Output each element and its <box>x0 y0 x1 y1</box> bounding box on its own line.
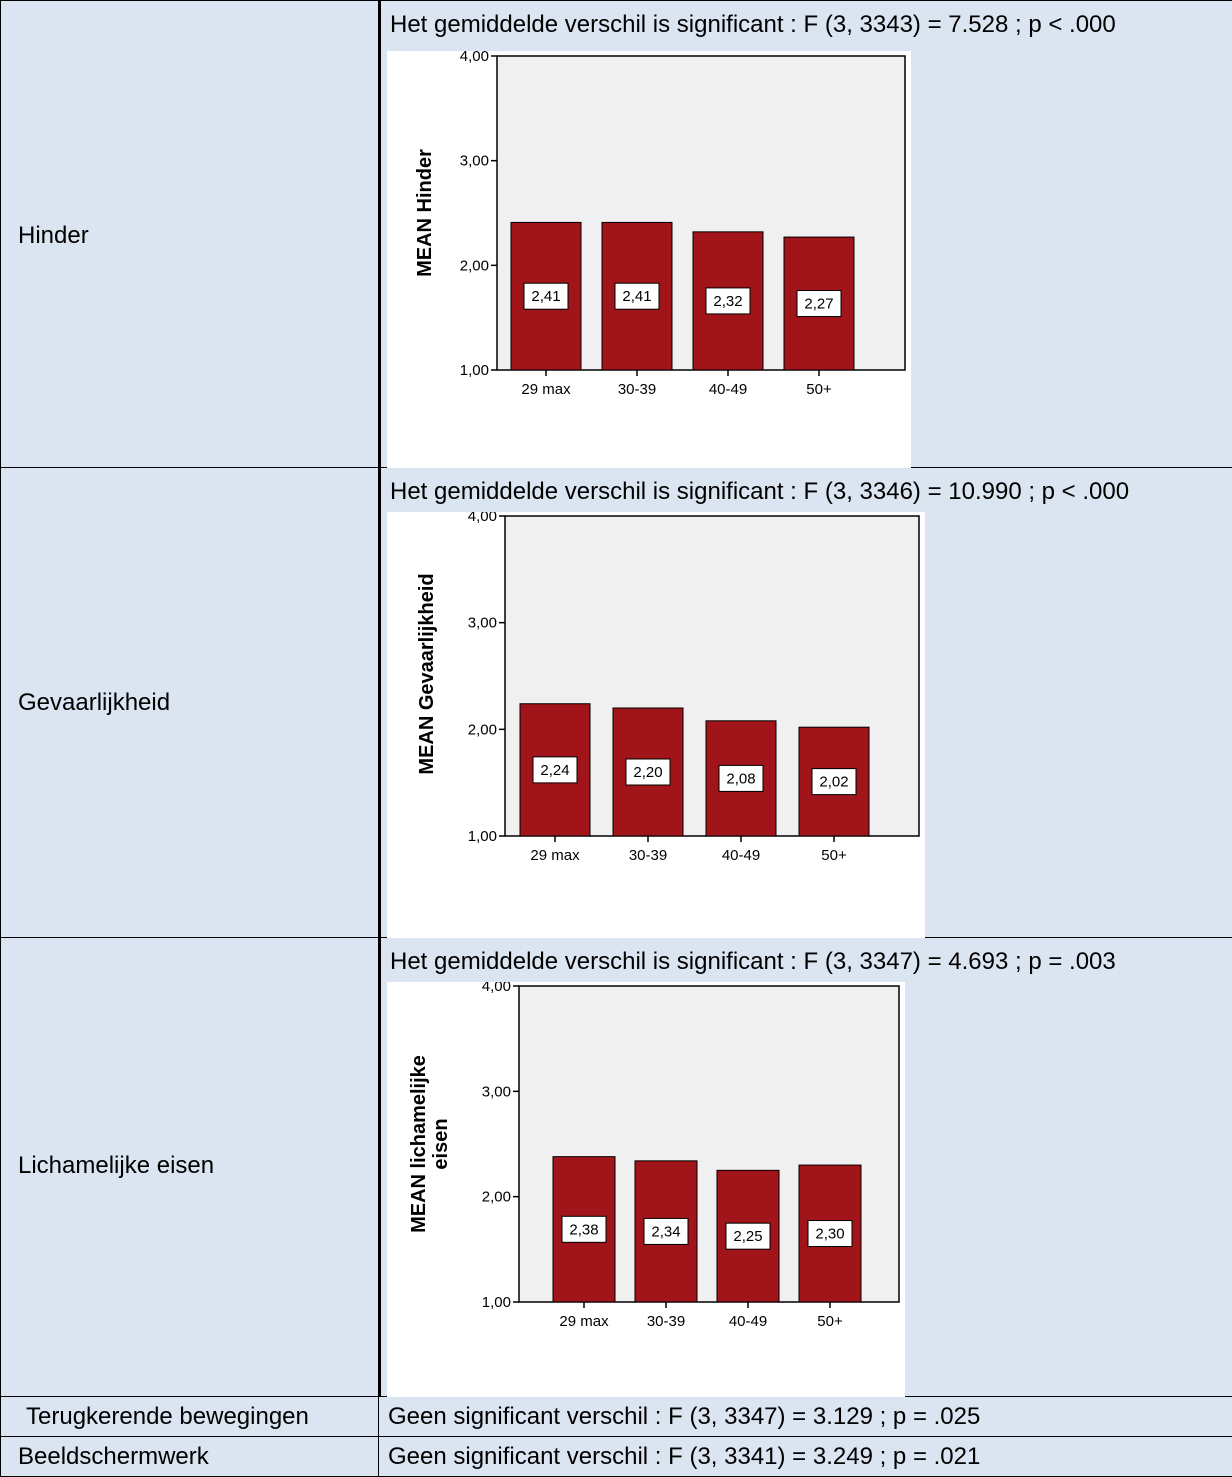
x-tick-label: 40-49 <box>722 847 760 864</box>
table-row: Gevaarlijkheid Het gemiddelde verschil i… <box>0 468 1232 938</box>
data-label: 2,41 <box>531 288 560 305</box>
y-tick-label: 1,00 <box>468 828 497 845</box>
y-tick-label: 4,00 <box>460 51 489 65</box>
data-label: 2,30 <box>815 1226 844 1243</box>
data-label: 2,41 <box>622 288 651 305</box>
bar-chart-svg: 1,00 2,00 3,00 4,00 MEAN lichamelijkeeisen 29… <box>408 982 900 1330</box>
table-row: Terugkerende bewegingen Geen significant… <box>0 1397 1232 1437</box>
y-tick-label: 4,00 <box>482 982 511 995</box>
row-label: Beeldschermwerk <box>18 1443 209 1470</box>
x-tick-label: 40-49 <box>729 1313 767 1330</box>
row-content-cell: Geen significant verschil : F (3, 3347) … <box>378 1397 1232 1437</box>
y-tick-label: 2,00 <box>482 1189 511 1206</box>
data-label-box <box>532 756 578 784</box>
data-label: 2,25 <box>733 1228 762 1245</box>
x-tick-label: 50+ <box>806 381 832 398</box>
significance-text: Geen significant verschil : F (3, 3341) … <box>388 1443 981 1470</box>
y-axis-label: MEAN Hinder <box>414 149 436 277</box>
table-row: Lichamelijke eisen Het gemiddelde versch… <box>0 938 1232 1397</box>
row-label-cell: Terugkerende bewegingen <box>0 1397 378 1437</box>
data-label: 2,34 <box>651 1223 680 1240</box>
data-label-box <box>705 287 751 315</box>
y-axis-label: MEAN Gevaarlijkheid <box>416 573 438 774</box>
data-label: 2,24 <box>540 762 569 779</box>
row-content-cell: Het gemiddelde verschil is significant :… <box>378 468 1232 938</box>
significance-text: Het gemiddelde verschil is significant :… <box>390 11 1116 38</box>
data-label-box <box>523 282 569 310</box>
data-label-box <box>625 758 671 786</box>
bar-chart-svg: 1,00 2,00 3,00 4,00 MEAN Hinder 29 max 2,41 30-… <box>414 51 906 398</box>
significance-text: Het gemiddelde verschil is significant :… <box>390 948 1116 975</box>
data-label: 2,20 <box>633 764 662 781</box>
row-content-cell: Geen significant verschil : F (3, 3341) … <box>378 1437 1232 1477</box>
row-content-cell: Het gemiddelde verschil is significant :… <box>378 938 1232 1397</box>
data-label: 2,38 <box>569 1221 598 1238</box>
x-tick-label: 50+ <box>817 1313 843 1330</box>
chart-lichamelijke-eisen: 1,00 2,00 3,00 4,00 MEAN lichamelijkeeisen 29… <box>387 982 905 1397</box>
y-tick-label: 1,00 <box>460 362 489 379</box>
row-label: Gevaarlijkheid <box>18 689 171 716</box>
y-axis-label: MEAN lichamelijkeeisen <box>408 1055 452 1233</box>
x-tick-label: 30-39 <box>629 847 667 864</box>
x-tick-label: 30-39 <box>647 1313 685 1330</box>
row-label: Lichamelijke eisen <box>18 1152 215 1179</box>
x-tick-label: 29 max <box>530 847 580 864</box>
row-content-cell: Het gemiddelde verschil is significant :… <box>378 0 1232 469</box>
y-tick-label: 2,00 <box>460 257 489 274</box>
data-label: 2,02 <box>819 774 848 791</box>
x-tick-label: 29 max <box>521 381 571 398</box>
row-label-cell: Gevaarlijkheid <box>0 468 378 938</box>
x-tick-label: 40-49 <box>709 381 747 398</box>
row-label-cell: Hinder <box>0 0 378 468</box>
data-label-box <box>643 1217 689 1245</box>
table-row: Beeldschermwerk Geen significant verschi… <box>0 1437 1232 1477</box>
chart-gevaarlijkheid: 1,00 2,00 3,00 4,00 MEAN Gevaarlijkheid 29 ma… <box>387 512 925 938</box>
x-tick-label: 30-39 <box>618 381 656 398</box>
y-tick-label: 1,00 <box>482 1294 511 1311</box>
row-label: Hinder <box>18 222 89 249</box>
chart-hinder: 1,00 2,00 3,00 4,00 MEAN Hinder 29 max 2,41 30-… <box>387 51 911 469</box>
bar-chart-svg: 1,00 2,00 3,00 4,00 MEAN Gevaarlijkheid 29 ma… <box>416 512 920 864</box>
row-label-cell: Lichamelijke eisen <box>0 938 378 1397</box>
y-tick-label: 2,00 <box>468 721 497 738</box>
y-tick-label: 3,00 <box>460 153 489 170</box>
data-label-box <box>614 282 660 310</box>
data-label-box <box>811 768 857 796</box>
y-tick-label: 3,00 <box>482 1083 511 1100</box>
data-label-box <box>796 290 842 318</box>
table-row: Hinder Het gemiddelde verschil is signif… <box>0 0 1232 469</box>
data-label: 2,08 <box>726 770 755 787</box>
data-label-box <box>561 1215 607 1243</box>
data-label: 2,27 <box>804 296 833 313</box>
data-label-box <box>718 764 764 792</box>
x-tick-label: 29 max <box>559 1313 609 1330</box>
row-label: Terugkerende bewegingen <box>26 1403 309 1430</box>
data-label-box <box>725 1222 771 1250</box>
y-tick-label: 3,00 <box>468 615 497 632</box>
x-tick-label: 50+ <box>821 847 847 864</box>
y-tick-label: 4,00 <box>468 512 497 525</box>
data-label: 2,32 <box>713 293 742 310</box>
data-label-box <box>807 1220 853 1248</box>
significance-text: Geen significant verschil : F (3, 3347) … <box>388 1403 981 1430</box>
row-label-cell: Beeldschermwerk <box>0 1437 378 1477</box>
significance-text: Het gemiddelde verschil is significant :… <box>390 478 1130 505</box>
